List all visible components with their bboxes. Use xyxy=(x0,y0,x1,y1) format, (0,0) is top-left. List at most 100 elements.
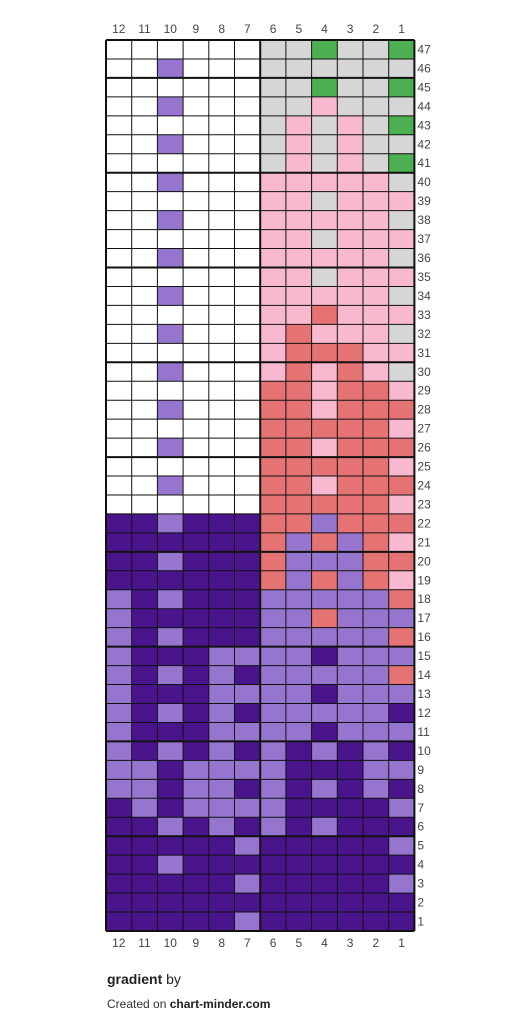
column-label: 5 xyxy=(295,936,302,950)
column-label: 2 xyxy=(373,936,380,950)
chart-cell xyxy=(106,836,132,856)
row-label: 45 xyxy=(417,80,431,94)
chart-cell xyxy=(285,419,312,439)
chart-cell xyxy=(285,741,312,761)
chart-cell xyxy=(363,438,389,458)
chart-cell xyxy=(285,324,312,344)
row-label: 29 xyxy=(417,384,431,398)
chart-cell xyxy=(234,589,261,609)
chart-cell xyxy=(260,381,286,401)
chart-cell xyxy=(311,419,338,439)
chart-cell xyxy=(363,305,389,325)
column-label: 11 xyxy=(138,22,151,36)
chart-cell xyxy=(208,324,235,344)
chart-cell xyxy=(157,400,184,420)
created-on-credit: Created on chart-minder.com xyxy=(107,997,270,1011)
chart-cell xyxy=(285,96,312,116)
chart-cell xyxy=(234,324,261,344)
chart-cell xyxy=(363,817,389,837)
chart-cell xyxy=(337,608,363,628)
chart-cell xyxy=(337,893,363,913)
chart-cell xyxy=(337,286,363,306)
chart-cell xyxy=(157,77,184,97)
chart-cell xyxy=(131,96,158,116)
chart-cell xyxy=(157,172,184,192)
chart-cell xyxy=(337,779,363,799)
pattern-name[interactable]: gradient xyxy=(107,971,163,987)
chart-cell xyxy=(337,855,363,875)
chart-cell xyxy=(363,589,389,609)
column-label: 7 xyxy=(244,936,251,950)
chart-cell xyxy=(234,191,261,211)
chart-cell xyxy=(131,760,158,780)
chart-cell xyxy=(363,722,389,742)
chart-cell xyxy=(157,551,184,571)
chart-cell xyxy=(183,665,209,685)
row-label: 44 xyxy=(417,99,431,113)
chart-cell xyxy=(131,40,158,59)
chart-cell xyxy=(208,836,235,856)
chart-cell xyxy=(131,570,158,590)
chart-cell xyxy=(106,779,132,799)
chart-cell xyxy=(106,438,132,458)
chart-cell xyxy=(337,400,363,420)
chart-cell xyxy=(208,229,235,249)
chart-cell xyxy=(337,172,363,192)
knitting-chart: 12 11 10 9 8 7 6 5 4 3 2 1 12 11 10 9 8 7 6 5 4 3 2 1 47464544… xyxy=(105,22,431,950)
row-label: 12 xyxy=(417,706,431,720)
chart-cell xyxy=(311,58,338,78)
chart-cell xyxy=(311,229,338,249)
chart-cell xyxy=(234,438,261,458)
chart-cell xyxy=(311,96,338,116)
chart-cell xyxy=(157,627,184,647)
chart-cell xyxy=(106,153,132,173)
chart-cell xyxy=(285,438,312,458)
chart-cell xyxy=(131,172,158,192)
chart-cell xyxy=(131,551,158,571)
row-label: 34 xyxy=(417,289,431,303)
chart-cell xyxy=(183,684,209,704)
row-label: 26 xyxy=(417,441,431,455)
chart-cell xyxy=(337,912,363,931)
chart-cell xyxy=(208,608,235,628)
chart-cell xyxy=(234,779,261,799)
chart-cell xyxy=(311,532,338,552)
chart-cell xyxy=(208,855,235,875)
chart-cell xyxy=(260,267,286,287)
chart-cell xyxy=(157,589,184,609)
chart-cell xyxy=(157,96,184,116)
column-label: 9 xyxy=(193,22,200,36)
chart-cell xyxy=(157,494,184,514)
chart-cell xyxy=(131,438,158,458)
chart-cell xyxy=(131,115,158,135)
chart-cell xyxy=(183,40,209,59)
site-link[interactable]: chart-minder.com xyxy=(169,997,271,1011)
chart-cell xyxy=(106,817,132,837)
chart-cell xyxy=(285,532,312,552)
chart-cell xyxy=(106,324,132,344)
chart-cell xyxy=(363,741,389,761)
chart-cell xyxy=(260,153,286,173)
column-label: 1 xyxy=(398,936,405,950)
column-label: 9 xyxy=(193,936,200,950)
chart-cell xyxy=(260,438,286,458)
row-label: 20 xyxy=(417,554,431,568)
chart-cell xyxy=(311,494,338,514)
row-label: 24 xyxy=(417,479,431,493)
chart-cell xyxy=(388,77,415,97)
chart-cell xyxy=(106,741,132,761)
chart-cell xyxy=(183,570,209,590)
chart-cell xyxy=(234,665,261,685)
chart-cell xyxy=(157,115,184,135)
chart-cell xyxy=(183,324,209,344)
chart-cell xyxy=(337,646,363,666)
chart-cell xyxy=(363,343,389,363)
chart-cell xyxy=(363,532,389,552)
chart-cell xyxy=(234,286,261,306)
chart-cell xyxy=(183,229,209,249)
chart-cell xyxy=(311,400,338,420)
chart-cell xyxy=(234,817,261,837)
chart-cell xyxy=(106,798,132,818)
chart-cell xyxy=(106,134,132,154)
chart-cell xyxy=(388,532,415,552)
